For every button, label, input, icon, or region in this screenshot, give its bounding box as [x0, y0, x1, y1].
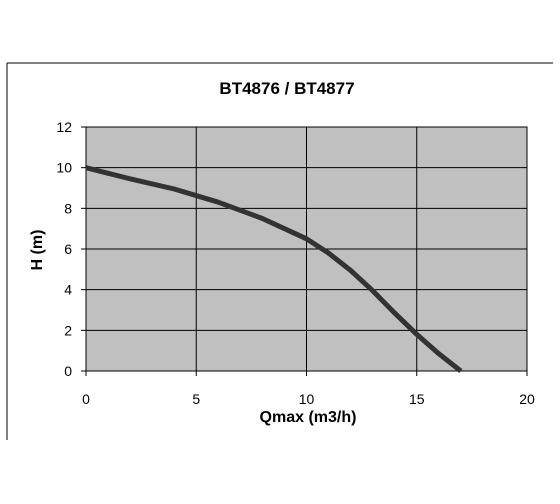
x-tick-label: 20	[519, 391, 535, 407]
y-tick-label: 8	[64, 200, 72, 216]
x-axis-title: Qmax (m3/h)	[260, 409, 357, 426]
y-tick-label: 4	[64, 282, 72, 298]
x-tick-label: 0	[82, 391, 90, 407]
tick-labels: 0 2 4 6 8 10 12 0 5 10 15 20	[56, 119, 535, 407]
x-tick-label: 5	[192, 391, 200, 407]
y-tick-label: 6	[64, 241, 72, 257]
series-line	[85, 165, 463, 373]
y-tick-label: 12	[56, 119, 72, 135]
y-tick-label: 10	[56, 160, 72, 176]
y-tick-label: 2	[64, 322, 72, 338]
x-tick-label: 15	[409, 391, 425, 407]
chart-title: BT4876 / BT4877	[219, 79, 354, 98]
y-axis-title: H (m)	[29, 230, 46, 271]
x-tick-label: 10	[299, 391, 315, 407]
grid-lines	[86, 127, 527, 371]
y-tick-label: 0	[64, 363, 72, 379]
